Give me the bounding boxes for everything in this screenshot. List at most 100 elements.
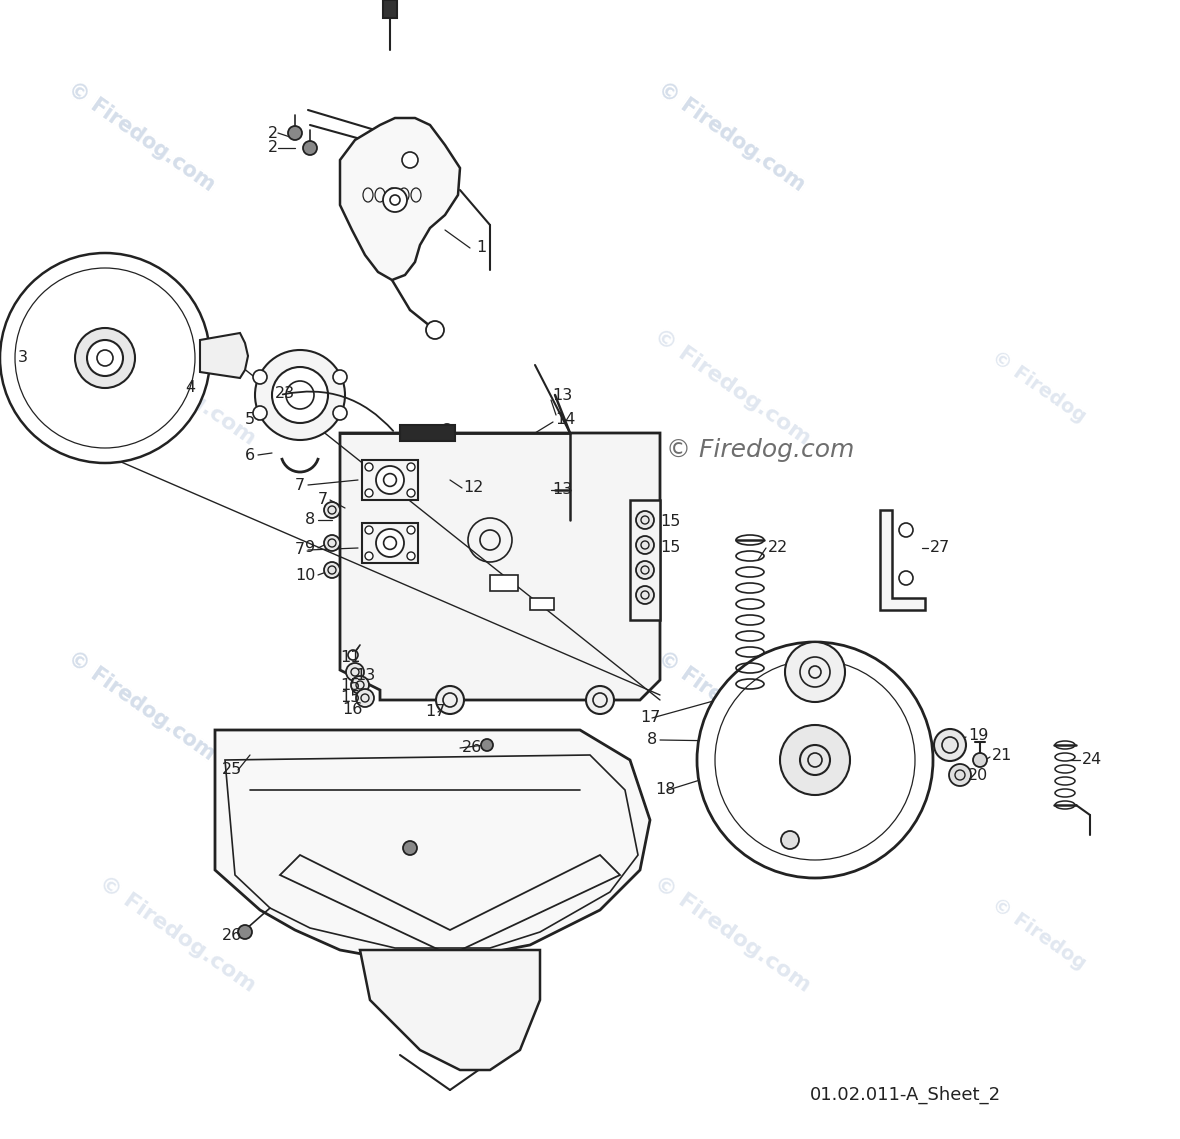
Circle shape <box>365 489 373 497</box>
Circle shape <box>636 511 654 528</box>
Text: 8: 8 <box>647 732 657 747</box>
Circle shape <box>365 552 373 560</box>
Circle shape <box>435 686 464 714</box>
Circle shape <box>333 370 347 384</box>
Circle shape <box>87 341 123 376</box>
Text: 27: 27 <box>930 541 950 556</box>
Text: 15: 15 <box>340 678 360 693</box>
Text: © Firedog: © Firedog <box>988 347 1089 427</box>
Bar <box>362 523 418 563</box>
Circle shape <box>636 536 654 554</box>
Text: 17: 17 <box>425 705 445 720</box>
Circle shape <box>441 424 453 436</box>
Circle shape <box>253 405 267 420</box>
Circle shape <box>481 739 493 751</box>
Circle shape <box>785 642 845 702</box>
Circle shape <box>407 526 415 534</box>
Text: © Firedog.com: © Firedog.com <box>649 326 814 449</box>
Text: 20: 20 <box>968 768 989 782</box>
Circle shape <box>974 753 986 767</box>
Circle shape <box>303 141 317 155</box>
Text: © Firedog.com: © Firedog.com <box>65 79 218 195</box>
Text: 15: 15 <box>660 541 681 556</box>
Text: © Firedog.com: © Firedog.com <box>65 648 218 764</box>
Text: © Firedog.com: © Firedog.com <box>94 872 260 995</box>
Text: 10: 10 <box>295 567 315 582</box>
Text: 8: 8 <box>304 513 315 527</box>
Text: 26: 26 <box>222 927 242 942</box>
Text: 14: 14 <box>555 412 576 427</box>
Text: 2: 2 <box>268 140 278 156</box>
Bar <box>630 500 660 620</box>
Bar <box>362 460 418 500</box>
Text: 01.02.011-A_Sheet_2: 01.02.011-A_Sheet_2 <box>809 1085 1001 1104</box>
Circle shape <box>253 370 267 384</box>
Text: 12: 12 <box>463 481 484 495</box>
Text: 23: 23 <box>275 385 295 401</box>
Circle shape <box>407 462 415 472</box>
Polygon shape <box>199 333 248 378</box>
Text: 3: 3 <box>18 351 28 366</box>
Text: 7: 7 <box>295 477 306 492</box>
Circle shape <box>697 642 933 878</box>
Circle shape <box>324 562 340 577</box>
Text: 22: 22 <box>768 541 788 556</box>
Text: 24: 24 <box>1082 753 1102 768</box>
Circle shape <box>407 552 415 560</box>
Text: 25: 25 <box>222 762 242 778</box>
Circle shape <box>288 126 302 140</box>
Circle shape <box>402 151 418 167</box>
Circle shape <box>76 328 135 388</box>
Text: 5: 5 <box>245 412 255 427</box>
Text: 18: 18 <box>655 782 675 797</box>
Circle shape <box>376 528 404 557</box>
Circle shape <box>255 350 345 440</box>
Circle shape <box>350 677 369 694</box>
Circle shape <box>238 925 253 939</box>
Circle shape <box>333 405 347 420</box>
Text: 16: 16 <box>342 703 362 718</box>
Text: 9: 9 <box>304 541 315 556</box>
Bar <box>400 425 455 441</box>
Text: 7: 7 <box>295 542 306 557</box>
Text: 6: 6 <box>245 448 255 462</box>
Text: 15: 15 <box>660 515 681 530</box>
Circle shape <box>376 466 404 494</box>
Text: 2: 2 <box>268 125 278 140</box>
Text: 11: 11 <box>340 650 361 665</box>
Circle shape <box>324 502 340 518</box>
Circle shape <box>0 253 210 462</box>
Text: © Firedog.com: © Firedog.com <box>65 648 218 764</box>
Text: 17: 17 <box>640 711 661 726</box>
Polygon shape <box>880 510 925 611</box>
Circle shape <box>356 689 374 707</box>
Text: 26: 26 <box>463 740 483 755</box>
Circle shape <box>384 188 407 212</box>
Text: 13: 13 <box>355 667 375 682</box>
Circle shape <box>636 562 654 579</box>
Text: © Firedog.com: © Firedog.com <box>655 648 808 764</box>
Text: © Firedog.com: © Firedog.com <box>655 79 808 195</box>
Bar <box>530 598 553 611</box>
Polygon shape <box>340 118 460 280</box>
Circle shape <box>273 367 328 423</box>
Polygon shape <box>340 433 660 700</box>
Text: 15: 15 <box>340 690 360 705</box>
Text: 13: 13 <box>552 483 572 498</box>
Bar <box>490 575 518 591</box>
Text: 19: 19 <box>968 728 989 743</box>
Text: © Firedog: © Firedog <box>988 894 1089 974</box>
Circle shape <box>636 585 654 604</box>
Circle shape <box>407 489 415 497</box>
Text: © Firedog.com: © Firedog.com <box>94 326 260 449</box>
Polygon shape <box>360 950 540 1070</box>
Text: © Firedog.com: © Firedog.com <box>655 79 808 195</box>
Bar <box>384 0 396 18</box>
Text: 7: 7 <box>317 492 328 508</box>
Text: © Firedog.com: © Firedog.com <box>655 648 808 764</box>
Text: 13: 13 <box>552 387 572 402</box>
Circle shape <box>781 831 799 849</box>
Circle shape <box>426 321 444 339</box>
Circle shape <box>404 841 417 855</box>
Circle shape <box>365 526 373 534</box>
